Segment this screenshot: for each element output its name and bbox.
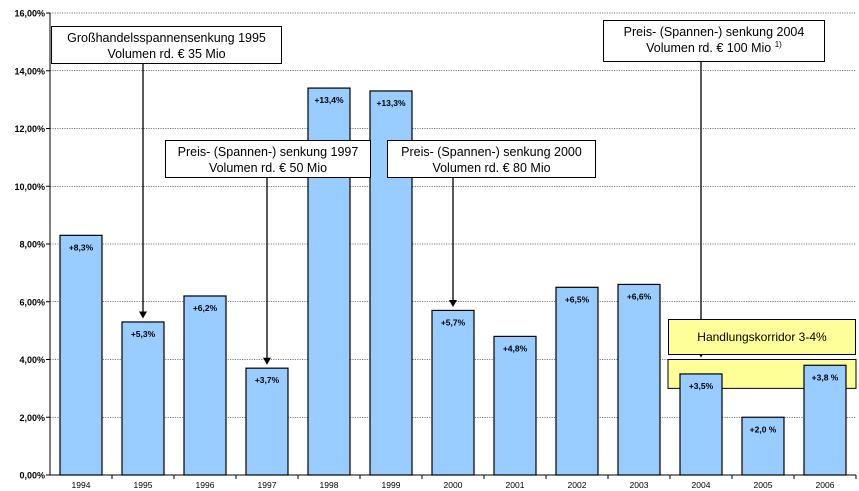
annotation-line1: Großhandelsspannensenkung 1995 xyxy=(67,31,266,45)
annotation-box-2004: Preis- (Spannen-) senkung 2004 Volumen r… xyxy=(603,20,825,62)
x-tick-label: 2000 xyxy=(444,480,463,490)
y-tick-label: 4,00% xyxy=(19,355,45,365)
x-tick-label: 1999 xyxy=(382,480,401,490)
bar-2002 xyxy=(555,286,599,476)
data-label-2005: +2,0 % xyxy=(750,424,777,434)
bar-1997 xyxy=(245,367,289,476)
bar-2003 xyxy=(617,283,661,476)
x-tick-label: 2001 xyxy=(506,480,525,490)
annotation-line1: Preis- (Spannen-) senkung 2004 xyxy=(623,25,805,39)
bar-1994 xyxy=(59,234,103,476)
x-tick-label: 2002 xyxy=(568,480,587,490)
x-tick-label: 2003 xyxy=(630,480,649,490)
labels-layer: 0,00% 2,00% 4,00% 6,00% 8,00% 10,00% 12,00% 14,… xyxy=(14,9,838,491)
x-tick-label: 2004 xyxy=(692,480,711,490)
bar-2005 xyxy=(741,416,785,476)
data-label-2006: +3,8 % xyxy=(812,372,839,382)
bar-2004 xyxy=(679,373,723,476)
x-tick-label: 1996 xyxy=(196,480,215,490)
bar-1995 xyxy=(121,321,165,476)
y-tick-label: 0,00% xyxy=(19,471,45,481)
y-tick-label: 14,00% xyxy=(14,66,45,76)
bar-2006 xyxy=(803,364,847,476)
x-tick-label: 1995 xyxy=(134,480,153,490)
data-label-2001: +4,8% xyxy=(503,343,528,353)
data-label-1998: +13,4% xyxy=(314,95,344,105)
x-tick-label: 2005 xyxy=(754,480,773,490)
annotation-line2: Volumen rd. € 100 Mio 1) xyxy=(646,40,782,55)
data-label-2000: +5,7% xyxy=(441,317,466,327)
annotation-box-1997: Preis- (Spannen-) senkung 1997 Volumen r… xyxy=(165,140,371,178)
data-label-1997: +3,7% xyxy=(255,375,280,385)
footnote-marker: 1) xyxy=(774,40,782,49)
data-label-1994: +8,3% xyxy=(69,242,94,252)
data-label-2002: +6,5% xyxy=(565,294,590,304)
arrow-head-1995 xyxy=(139,311,147,319)
bar-2001 xyxy=(493,335,537,476)
data-label-1996: +6,2% xyxy=(193,303,218,313)
y-tick-label: 16,00% xyxy=(14,9,45,19)
data-label-1999: +13,3% xyxy=(376,98,406,108)
arrows-layer xyxy=(139,62,705,365)
arrow-head-1997 xyxy=(263,357,271,365)
x-tick-label: 2006 xyxy=(816,480,835,490)
handlungskorridor-label: Handlungskorridor 3-4% xyxy=(668,319,856,356)
arrow-head-2000 xyxy=(449,299,457,307)
y-tick-label: 10,00% xyxy=(14,182,45,192)
x-tick-label: 1998 xyxy=(320,480,339,490)
annotation-line2: Volumen rd. € 80 Mio xyxy=(432,161,551,175)
y-tick-label: 6,00% xyxy=(19,297,45,307)
data-label-2003: +6,6% xyxy=(627,291,652,301)
bar-2000 xyxy=(431,309,475,476)
annotation-line2: Volumen rd. € 35 Mio xyxy=(107,47,226,61)
annotation-line2: Volumen rd. € 50 Mio xyxy=(208,161,328,175)
y-tick-label: 2,00% xyxy=(19,413,45,423)
y-tick-label: 8,00% xyxy=(19,240,45,250)
grid-layer xyxy=(46,12,857,479)
annotation-line1: Preis- (Spannen-) senkung 1997 xyxy=(177,145,359,159)
x-tick-label: 1997 xyxy=(258,480,277,490)
annotation-box-1995: Großhandelsspannensenkung 1995 Volumen r… xyxy=(51,26,282,64)
data-label-1995: +5,3% xyxy=(131,329,156,339)
annotation-box-2000: Preis- (Spannen-) senkung 2000 Volumen r… xyxy=(387,140,596,178)
y-tick-label: 12,00% xyxy=(14,124,45,134)
data-label-2004: +3,5% xyxy=(689,381,714,391)
annotation-line1: Preis- (Spannen-) senkung 2000 xyxy=(401,145,582,159)
bar-1996 xyxy=(183,295,227,476)
x-tick-label: 1994 xyxy=(72,480,91,490)
